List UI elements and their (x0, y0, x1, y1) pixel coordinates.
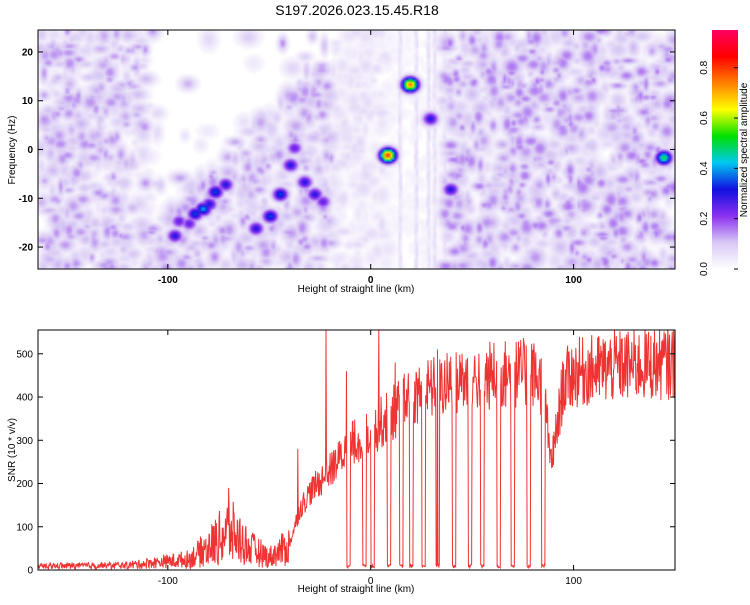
spectrogram-xtick-label: -100 (158, 275, 178, 286)
spectrogram-ytick-label: -10 (19, 194, 34, 205)
colorbar-tick-label: 0.4 (699, 161, 710, 175)
snr-ytick-label: 400 (16, 393, 33, 404)
spectrogram-ytick-label: 0 (27, 145, 33, 156)
snr-ytick-label: 0 (27, 566, 33, 577)
colorbar-scale (712, 30, 738, 269)
snr-xtick-label: 100 (565, 576, 582, 587)
colorbar-tick-label: 0.0 (699, 262, 710, 276)
snr-panel: -100 0 100 0 100 200 300 400 500 Height of strai… (7, 329, 676, 595)
colorbar-tick-label: 0.8 (699, 60, 710, 74)
spectrogram-xlabel: Height of straight line (km) (298, 284, 415, 295)
snr-frame (37, 329, 676, 571)
spectrogram-ytick-label: 10 (22, 96, 34, 107)
snr-ylabel: SNR (10 * v/v) (7, 418, 18, 482)
snr-ytick-label: 100 (16, 522, 33, 533)
snr-ytick-label: 300 (16, 436, 33, 447)
colorbar-tick-label: 0.2 (699, 211, 710, 225)
snr-xtick-label: 0 (368, 576, 374, 587)
spectrogram-xtick-label: 0 (368, 275, 374, 286)
spectrogram-image (38, 30, 675, 269)
colorbar-tick-label: 0.6 (699, 111, 710, 125)
snr-ytick-label: 200 (16, 479, 33, 490)
colorbar-ticks: 0.0 0.2 0.4 0.6 0.8 (699, 60, 738, 276)
spectrogram-ytick-label: -20 (19, 243, 34, 254)
snr-plot-area (38, 330, 675, 570)
snr-xlabel: Height of straight line (km) (298, 584, 415, 595)
spectrogram-ytick-label: 20 (22, 47, 34, 58)
figure-title: S197.2026.023.15.45.R18 (275, 2, 439, 18)
snr-ytick-label: 500 (16, 349, 33, 360)
snr-xtick-label: -100 (158, 576, 178, 587)
colorbar: 0.0 0.2 0.4 0.6 0.8 Normalized spectral ampl… (699, 30, 750, 276)
colorbar-label: Normalized spectral amplitude (739, 82, 750, 217)
snr-ticks: -100 0 100 0 100 200 300 400 500 (16, 330, 675, 587)
spectrogram-xtick-label: 100 (565, 275, 582, 286)
spectrogram-ylabel: Frequency (Hz) (7, 116, 18, 185)
snr-series-line (38, 330, 675, 570)
